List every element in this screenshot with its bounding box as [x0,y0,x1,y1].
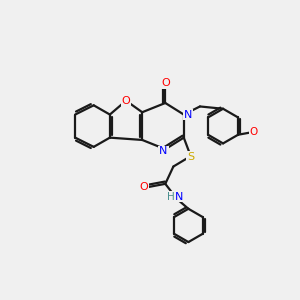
Text: O: O [122,96,130,106]
Text: S: S [187,152,194,162]
Text: O: O [249,127,258,137]
Text: N: N [175,191,183,202]
Text: N: N [159,146,168,157]
Text: O: O [140,182,148,192]
Text: H: H [167,191,174,202]
Text: O: O [161,78,170,88]
Text: N: N [184,110,192,119]
